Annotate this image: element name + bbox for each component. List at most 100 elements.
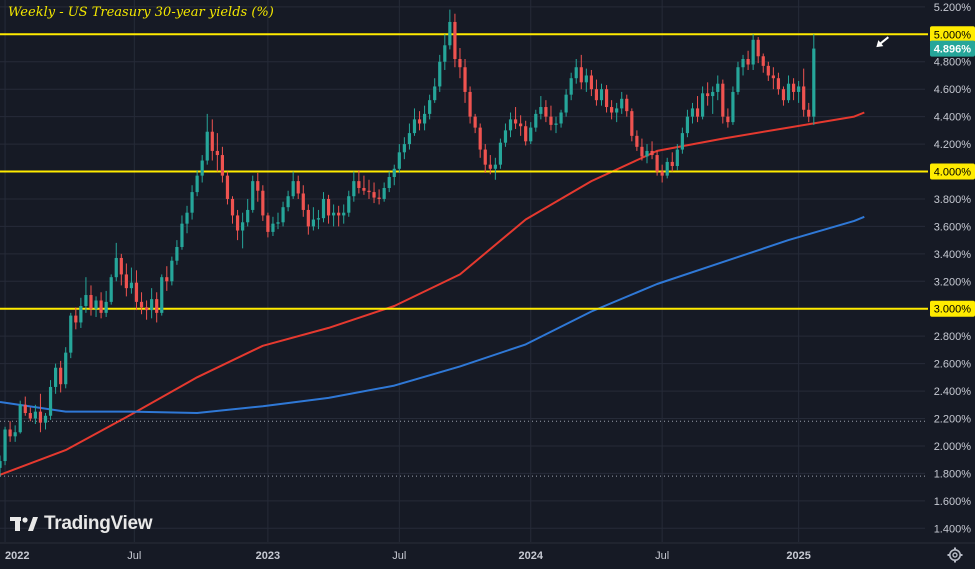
candle[interactable]: [124, 263, 128, 297]
candle[interactable]: [746, 50, 750, 70]
candle[interactable]: [630, 108, 634, 142]
candle[interactable]: [726, 108, 730, 128]
candle[interactable]: [711, 86, 715, 114]
candle[interactable]: [84, 277, 88, 313]
candle[interactable]: [519, 115, 523, 136]
candle[interactable]: [655, 150, 659, 176]
candle[interactable]: [503, 123, 508, 147]
candle[interactable]: [342, 204, 346, 224]
candle[interactable]: [94, 296, 98, 317]
candle[interactable]: [13, 425, 17, 442]
candle[interactable]: [797, 80, 801, 103]
candle[interactable]: [620, 91, 624, 114]
candle[interactable]: [756, 37, 760, 64]
candle[interactable]: [89, 285, 93, 316]
candle[interactable]: [311, 207, 315, 231]
candle[interactable]: [498, 138, 503, 169]
candle[interactable]: [23, 396, 27, 416]
candle[interactable]: [680, 127, 684, 154]
candle[interactable]: [235, 209, 240, 241]
candle[interactable]: [791, 78, 796, 101]
time-axis[interactable]: 2022 Jul 2023 Jul 2024 Jul 2025: [0, 542, 975, 569]
candle[interactable]: [564, 89, 568, 117]
candle[interactable]: [165, 266, 169, 291]
candle[interactable]: [640, 138, 644, 161]
candle[interactable]: [417, 111, 422, 131]
candle[interactable]: [48, 380, 53, 420]
candle[interactable]: [781, 86, 786, 106]
candle[interactable]: [134, 270, 139, 311]
candle[interactable]: [635, 130, 639, 151]
candle[interactable]: [326, 194, 331, 224]
candle[interactable]: [761, 53, 765, 73]
candle[interactable]: [529, 122, 533, 145]
candle[interactable]: [261, 185, 265, 221]
candle[interactable]: [579, 54, 583, 90]
candle[interactable]: [438, 54, 442, 92]
candle[interactable]: [700, 86, 705, 120]
candle[interactable]: [3, 426, 7, 466]
candle[interactable]: [478, 123, 482, 158]
candle[interactable]: [180, 215, 184, 250]
candle[interactable]: [99, 292, 103, 319]
candle[interactable]: [751, 34, 755, 70]
candle[interactable]: [534, 109, 538, 132]
candle[interactable]: [301, 185, 305, 217]
candle[interactable]: [241, 212, 245, 249]
candle[interactable]: [79, 297, 83, 328]
candle[interactable]: [114, 242, 118, 282]
candle[interactable]: [483, 144, 487, 173]
candle[interactable]: [473, 113, 477, 134]
candle[interactable]: [266, 212, 270, 238]
candle[interactable]: [306, 204, 310, 235]
candle[interactable]: [210, 119, 214, 161]
candle[interactable]: [493, 157, 497, 180]
candle[interactable]: [645, 144, 649, 164]
candle[interactable]: [8, 421, 12, 442]
candle[interactable]: [508, 112, 513, 138]
candle[interactable]: [251, 175, 255, 213]
candle[interactable]: [660, 164, 664, 183]
candle[interactable]: [559, 109, 563, 128]
candle[interactable]: [690, 102, 695, 124]
candle[interactable]: [731, 86, 735, 125]
candle[interactable]: [347, 190, 351, 217]
candle[interactable]: [59, 360, 63, 393]
candle[interactable]: [175, 240, 179, 265]
candle[interactable]: [443, 34, 447, 70]
candle[interactable]: [281, 201, 285, 227]
candle[interactable]: [407, 123, 412, 150]
candle[interactable]: [367, 179, 371, 199]
candle[interactable]: [448, 9, 452, 50]
candle[interactable]: [225, 171, 230, 205]
candle[interactable]: [160, 274, 164, 316]
candle[interactable]: [807, 102, 811, 123]
candle[interactable]: [650, 141, 654, 160]
candle[interactable]: [190, 185, 194, 220]
candle[interactable]: [812, 34, 816, 125]
candle[interactable]: [332, 204, 336, 227]
candle[interactable]: [220, 146, 225, 183]
candle[interactable]: [610, 100, 614, 120]
candle[interactable]: [256, 172, 260, 202]
candle[interactable]: [104, 290, 108, 317]
candle[interactable]: [665, 157, 669, 179]
candle[interactable]: [539, 96, 543, 120]
candle[interactable]: [615, 102, 619, 123]
candle[interactable]: [513, 107, 518, 129]
candle[interactable]: [771, 67, 775, 90]
candle[interactable]: [549, 105, 553, 131]
candle[interactable]: [362, 175, 366, 195]
candle[interactable]: [625, 94, 629, 117]
candle[interactable]: [387, 171, 391, 193]
candle[interactable]: [574, 59, 578, 84]
candle[interactable]: [736, 61, 740, 95]
candle[interactable]: [150, 288, 154, 319]
candle[interactable]: [129, 267, 134, 294]
candle[interactable]: [463, 59, 467, 103]
candle[interactable]: [721, 79, 725, 124]
candle[interactable]: [776, 72, 781, 95]
candle[interactable]: [144, 300, 149, 320]
candle[interactable]: [316, 209, 321, 230]
